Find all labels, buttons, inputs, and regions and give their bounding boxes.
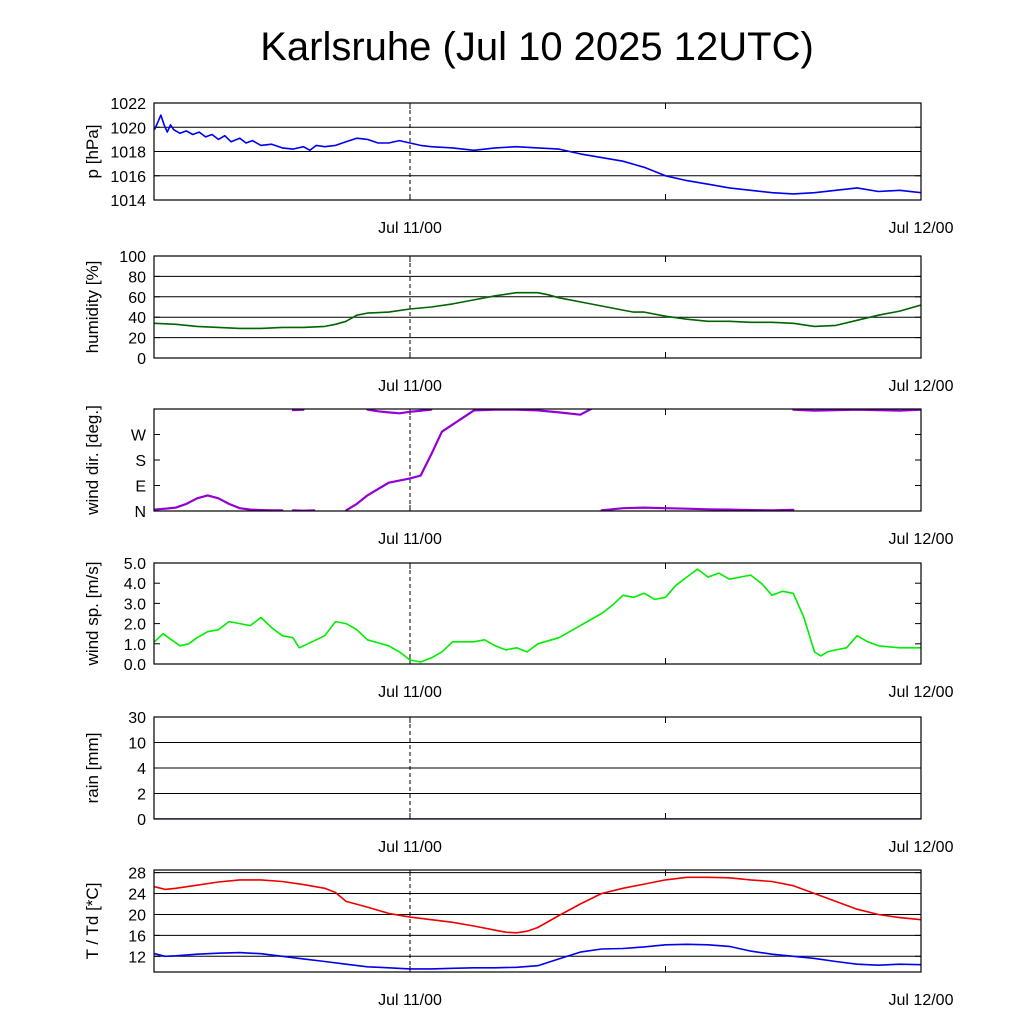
y-tick-label: 24 (128, 887, 146, 904)
y-tick-label: 16 (128, 928, 146, 945)
series-line-temperature-0 (154, 876, 921, 934)
panel-wind_speed: 0.0 1.0 2.0 3.0 4.0 5.0 wind sp. [m/s] Jul 11/0… (83, 556, 954, 701)
y-tick-label: 30 (128, 710, 146, 727)
x-tick-label: Jul 12/00 (889, 378, 954, 395)
y-tick-label: 1020 (110, 120, 146, 137)
y-tick-label: 0 (137, 351, 146, 368)
y-tick-label: 0 (137, 812, 146, 829)
x-tick-label: Jul 11/00 (378, 992, 442, 1009)
series-line-wind_speed-0 (154, 568, 921, 663)
series-group (154, 409, 1024, 511)
y-tick-label: 2 (137, 787, 146, 804)
y-tick-label: 1022 (110, 96, 146, 113)
wind-dir-segment (345, 409, 593, 511)
panel-humidity: 0 20 40 60 80 100 humidity [%] Jul 11/00 Jul 12/… (83, 249, 954, 395)
y-tick-label: E (135, 479, 146, 496)
y-tick-label: 1.0 (124, 637, 146, 654)
y-tick-label: S (135, 453, 146, 470)
panel-frame (153, 562, 922, 665)
y-tick-label: 28 (128, 866, 146, 883)
panel-frame (153, 102, 922, 201)
panel-rain: 0 2 4 10 30 rain [mm] Jul 11/00 Jul 12/00 (83, 710, 954, 856)
x-tick-label: Jul 11/00 (378, 378, 442, 395)
panel-frame (153, 255, 922, 359)
y-tick-label: W (131, 428, 147, 445)
x-tick-label: Jul 11/00 (378, 531, 442, 548)
x-tick-label: Jul 11/00 (378, 220, 442, 237)
y-tick-label: 1014 (110, 193, 146, 210)
y-axis-label: p [hPa] (83, 125, 102, 179)
y-tick-label: 2.0 (124, 617, 146, 634)
x-tick-label: Jul 12/00 (889, 839, 954, 856)
y-tick-label: 3.0 (124, 596, 146, 613)
x-tick-label: Jul 12/00 (889, 992, 954, 1009)
y-tick-label: 4 (137, 761, 146, 778)
y-tick-label: 1016 (110, 169, 146, 186)
y-tick-label: N (134, 504, 146, 521)
panel-frame (153, 716, 922, 820)
wind-dir-segment (291, 409, 305, 412)
y-tick-label: 4.0 (124, 576, 146, 593)
y-tick-label: 20 (128, 331, 146, 348)
x-tick-label: Jul 11/00 (378, 839, 442, 856)
y-axis-label: wind sp. [m/s] (83, 562, 102, 667)
y-tick-label: 10 (128, 736, 146, 753)
series-group (154, 876, 921, 970)
wind-dir-segment (366, 409, 433, 415)
y-tick-label: 12 (128, 949, 146, 966)
y-tick-label: 5.0 (124, 556, 146, 573)
y-axis-label: T / Td [*C] (83, 883, 102, 960)
panel-pressure: 1014 1016 1018 1020 1022 p [hPa] Jul 11/00 Jul … (83, 96, 954, 237)
y-tick-label: 20 (128, 907, 146, 924)
series-group (154, 114, 921, 195)
x-tick-label: Jul 11/00 (378, 684, 442, 701)
series-line-humidity-0 (154, 291, 921, 330)
wind-dir-segment (932, 422, 1024, 510)
y-tick-label: 1018 (110, 145, 146, 162)
y-tick-label: 60 (128, 290, 146, 307)
y-tick-label: 40 (128, 310, 146, 327)
wind-dir-segment (792, 409, 921, 412)
y-axis-label: wind dir. [deg.] (83, 405, 102, 516)
series-line-temperature-1 (154, 943, 921, 970)
x-tick-label: Jul 12/00 (889, 684, 954, 701)
panel-frame (153, 869, 922, 973)
y-tick-label: 80 (128, 269, 146, 286)
y-axis-label: rain [mm] (83, 733, 102, 804)
wind-dir-segment (600, 506, 795, 511)
series-group (154, 291, 921, 330)
x-tick-label: Jul 12/00 (889, 220, 954, 237)
y-axis-label: humidity [%] (83, 261, 102, 354)
x-tick-label: Jul 12/00 (889, 531, 954, 548)
panel-frame (153, 408, 922, 512)
series-group (154, 568, 921, 663)
panel-temperature: 12 16 20 24 28 T / Td [*C] Jul 11/00 Jul 12/00 (83, 866, 954, 1009)
y-tick-label: 100 (119, 249, 146, 266)
chart-title: Karlsruhe (Jul 10 2025 12UTC) (260, 25, 814, 69)
series-line-pressure-0 (154, 114, 921, 195)
wind-dir-segment (154, 494, 284, 511)
y-tick-label: 0.0 (124, 657, 146, 674)
